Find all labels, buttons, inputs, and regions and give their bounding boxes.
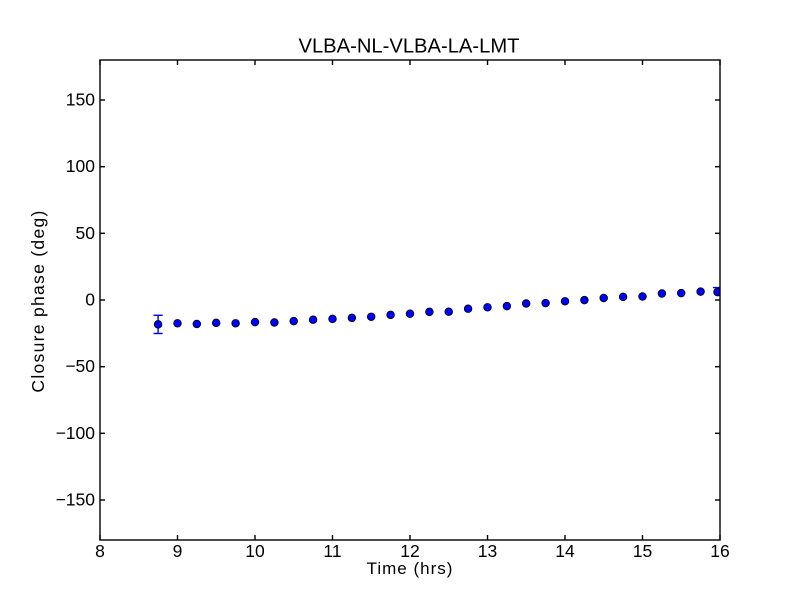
svg-text:150: 150 — [66, 90, 95, 110]
svg-text:−150: −150 — [56, 490, 96, 510]
svg-text:15: 15 — [633, 541, 652, 561]
svg-text:100: 100 — [66, 156, 95, 176]
svg-text:9: 9 — [173, 541, 183, 561]
svg-text:Time (hrs): Time (hrs) — [367, 559, 454, 578]
svg-text:Closure phase (deg): Closure phase (deg) — [28, 209, 48, 392]
svg-text:13: 13 — [478, 541, 497, 561]
svg-text:0: 0 — [85, 290, 95, 310]
svg-text:14: 14 — [555, 541, 575, 561]
svg-text:12: 12 — [400, 541, 419, 561]
svg-text:50: 50 — [76, 223, 96, 243]
svg-text:11: 11 — [323, 541, 341, 561]
svg-text:−50: −50 — [65, 356, 95, 376]
svg-text:VLBA-NL-VLBA-LA-LMT: VLBA-NL-VLBA-LA-LMT — [298, 36, 519, 58]
svg-text:16: 16 — [710, 541, 729, 561]
svg-text:−100: −100 — [56, 423, 96, 443]
svg-text:10: 10 — [245, 541, 265, 561]
svg-text:8: 8 — [95, 541, 105, 561]
